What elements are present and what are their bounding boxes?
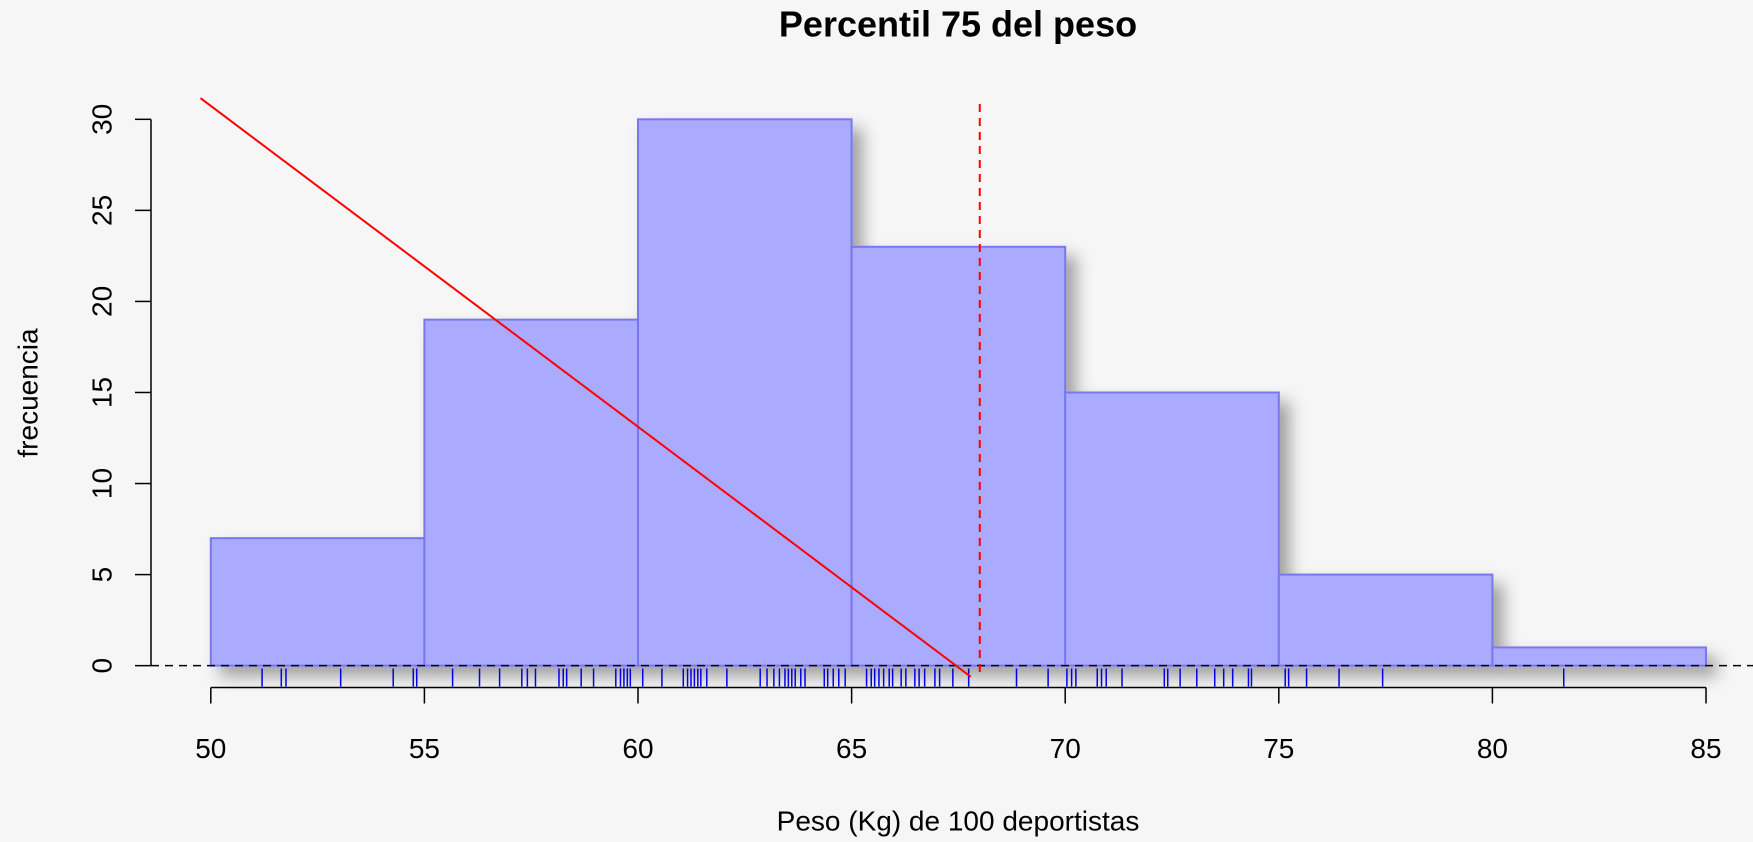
bar [1491,646,1708,667]
y-tick-label: 15 [86,377,117,408]
y-tick-label: 5 [86,567,117,583]
y-tick-label: 30 [86,104,117,135]
x-tick-label: 80 [1477,733,1508,764]
bar [637,118,853,667]
y-tick-label: 0 [86,658,117,674]
x-tick-label: 55 [409,733,440,764]
bar [1064,391,1280,667]
bars [209,118,1708,667]
bar [423,318,640,667]
x-tick-label: 70 [1050,733,1081,764]
y-tick-label: 25 [86,195,117,226]
red-line [199,97,972,678]
bar [209,537,426,667]
x-axis-label: Peso (Kg) de 100 deportistas [777,805,1140,836]
y-axis-label: frecuencia [12,328,43,458]
bar [850,245,1067,667]
x-tick-label: 65 [836,733,867,764]
y-tick-label: 10 [86,468,117,499]
x-tick-label: 75 [1263,733,1294,764]
x-tick-label: 85 [1690,733,1721,764]
y-tick-label: 20 [86,286,117,317]
x-tick-label: 50 [195,733,226,764]
chart-title: Percentil 75 del peso [779,4,1137,45]
x-tick-label: 60 [622,733,653,764]
bar [1277,573,1494,667]
